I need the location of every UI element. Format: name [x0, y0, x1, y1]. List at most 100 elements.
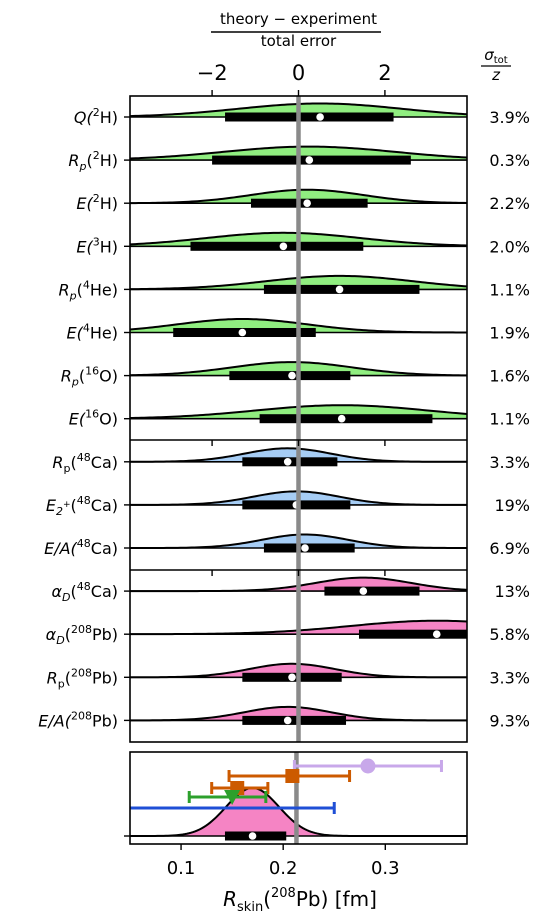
- skin-plot-area: [130, 752, 467, 844]
- error-header-numerator: σtot: [484, 46, 508, 66]
- relative-error: 2.2%: [489, 194, 530, 213]
- data-point: [285, 769, 300, 783]
- median-marker: [303, 199, 311, 207]
- row-label: E2+(48Ca): [46, 494, 118, 518]
- median-marker: [283, 716, 292, 725]
- xlabel-sub: skin: [237, 900, 263, 915]
- relative-error: 1.1%: [489, 280, 530, 299]
- row-label: E(4He): [67, 322, 118, 343]
- label-sub: p: [71, 376, 79, 389]
- xlabel-isotope: 208: [271, 886, 296, 901]
- label-sub: p: [58, 677, 65, 690]
- label-isotope: 208: [71, 623, 92, 636]
- label-paren: (: [65, 625, 71, 644]
- median-marker: [305, 156, 314, 164]
- label-paren: (: [71, 582, 77, 601]
- label-base: R: [61, 367, 72, 386]
- label-base: R: [59, 280, 70, 299]
- label-element: Pb): [92, 625, 118, 644]
- row-label: E/A(48Ca): [44, 537, 118, 558]
- row-label: αD(48Ca): [52, 580, 119, 604]
- row-label: E/A(208Pb): [38, 709, 118, 730]
- label-element: H): [100, 151, 118, 170]
- label-paren: (: [79, 367, 85, 386]
- header-sigma: σ: [484, 46, 494, 64]
- label-isotope: 4: [83, 278, 90, 291]
- median-marker: [337, 414, 346, 423]
- error-header-denominator: z: [491, 66, 501, 84]
- label-isotope: 48: [77, 580, 91, 593]
- median-marker: [301, 544, 309, 552]
- label-base: E/A(: [44, 539, 77, 558]
- iqr-box: [259, 414, 433, 424]
- median-marker: [279, 242, 288, 251]
- xlabel-paren: (: [263, 887, 271, 911]
- label-isotope: 48: [77, 451, 91, 464]
- skin-panel: 0.1 0.2 0.3 Rskin(208Pb) [fm]: [124, 751, 468, 915]
- xlabel-base: R: [223, 887, 237, 911]
- label-isotope: 2: [93, 192, 100, 205]
- iqr-box: [358, 629, 467, 639]
- x-tick-label: 0.3: [371, 858, 400, 879]
- label-paren: (: [71, 496, 77, 515]
- label-base: E(: [76, 194, 93, 213]
- axis-title-denominator: total error: [261, 32, 337, 50]
- label-base: α: [46, 625, 57, 644]
- label-paren: (: [65, 668, 71, 687]
- label-paren: (: [71, 453, 77, 472]
- median-marker: [288, 371, 296, 380]
- x-tick-label: 0.1: [167, 858, 196, 879]
- relative-error: 1.6%: [489, 367, 530, 386]
- median-marker: [335, 285, 344, 294]
- label-element: H): [100, 108, 118, 127]
- x-tick-label: 2: [378, 61, 391, 85]
- row-label: Rp(4He): [59, 278, 118, 302]
- iqr-box: [242, 715, 347, 725]
- relative-error: 2.0%: [489, 237, 530, 256]
- row-label: Rp(2H): [68, 149, 118, 173]
- relative-error: 0.3%: [489, 151, 530, 170]
- label-element: O): [99, 367, 118, 386]
- header-sigma-sub: tot: [494, 55, 508, 66]
- row-label: E(3H): [76, 235, 118, 256]
- label-base: E(: [69, 410, 86, 429]
- x-tick-label: 0: [292, 61, 305, 85]
- row-label: Rp(48Ca): [52, 451, 118, 475]
- label-base: E/A(: [38, 711, 71, 730]
- axes-frame: [129, 751, 468, 845]
- relative-error: 5.8%: [489, 625, 530, 644]
- label-isotope: 16: [85, 408, 99, 421]
- label-element: H): [100, 237, 118, 256]
- relative-error: 1.9%: [489, 324, 530, 343]
- iqr-box: [324, 586, 420, 596]
- median-marker: [316, 113, 324, 121]
- x-tick-label: 0.2: [269, 858, 298, 879]
- label-isotope: 2: [93, 106, 100, 119]
- relative-error: 9.3%: [489, 711, 530, 730]
- median-marker: [238, 328, 247, 337]
- label-base: E(: [76, 237, 93, 256]
- label-sub: p: [64, 462, 71, 475]
- label-isotope: 16: [85, 365, 99, 378]
- label-isotope: 208: [71, 666, 92, 679]
- row-label: Q(2H): [74, 106, 118, 127]
- label-base: R: [68, 151, 79, 170]
- relative-error: 3.9%: [489, 108, 530, 127]
- label-element: Ca): [91, 582, 118, 601]
- label-sub: p: [69, 289, 77, 302]
- label-sub: 2: [56, 505, 63, 518]
- relative-error: 1.1%: [489, 410, 530, 429]
- label-isotope: 4: [83, 322, 90, 335]
- label-isotope: 208: [71, 709, 92, 722]
- x-tick-label: −2: [197, 61, 228, 85]
- label-element: Ca): [91, 453, 118, 472]
- row-label: Rp(208Pb): [47, 666, 118, 690]
- label-base: R: [52, 453, 63, 472]
- violin-plot-area: [130, 96, 467, 742]
- label-isotope: 48: [77, 494, 91, 507]
- label-base: Q(: [74, 108, 94, 127]
- median-marker: [359, 587, 368, 595]
- relative-error: 13%: [494, 582, 530, 601]
